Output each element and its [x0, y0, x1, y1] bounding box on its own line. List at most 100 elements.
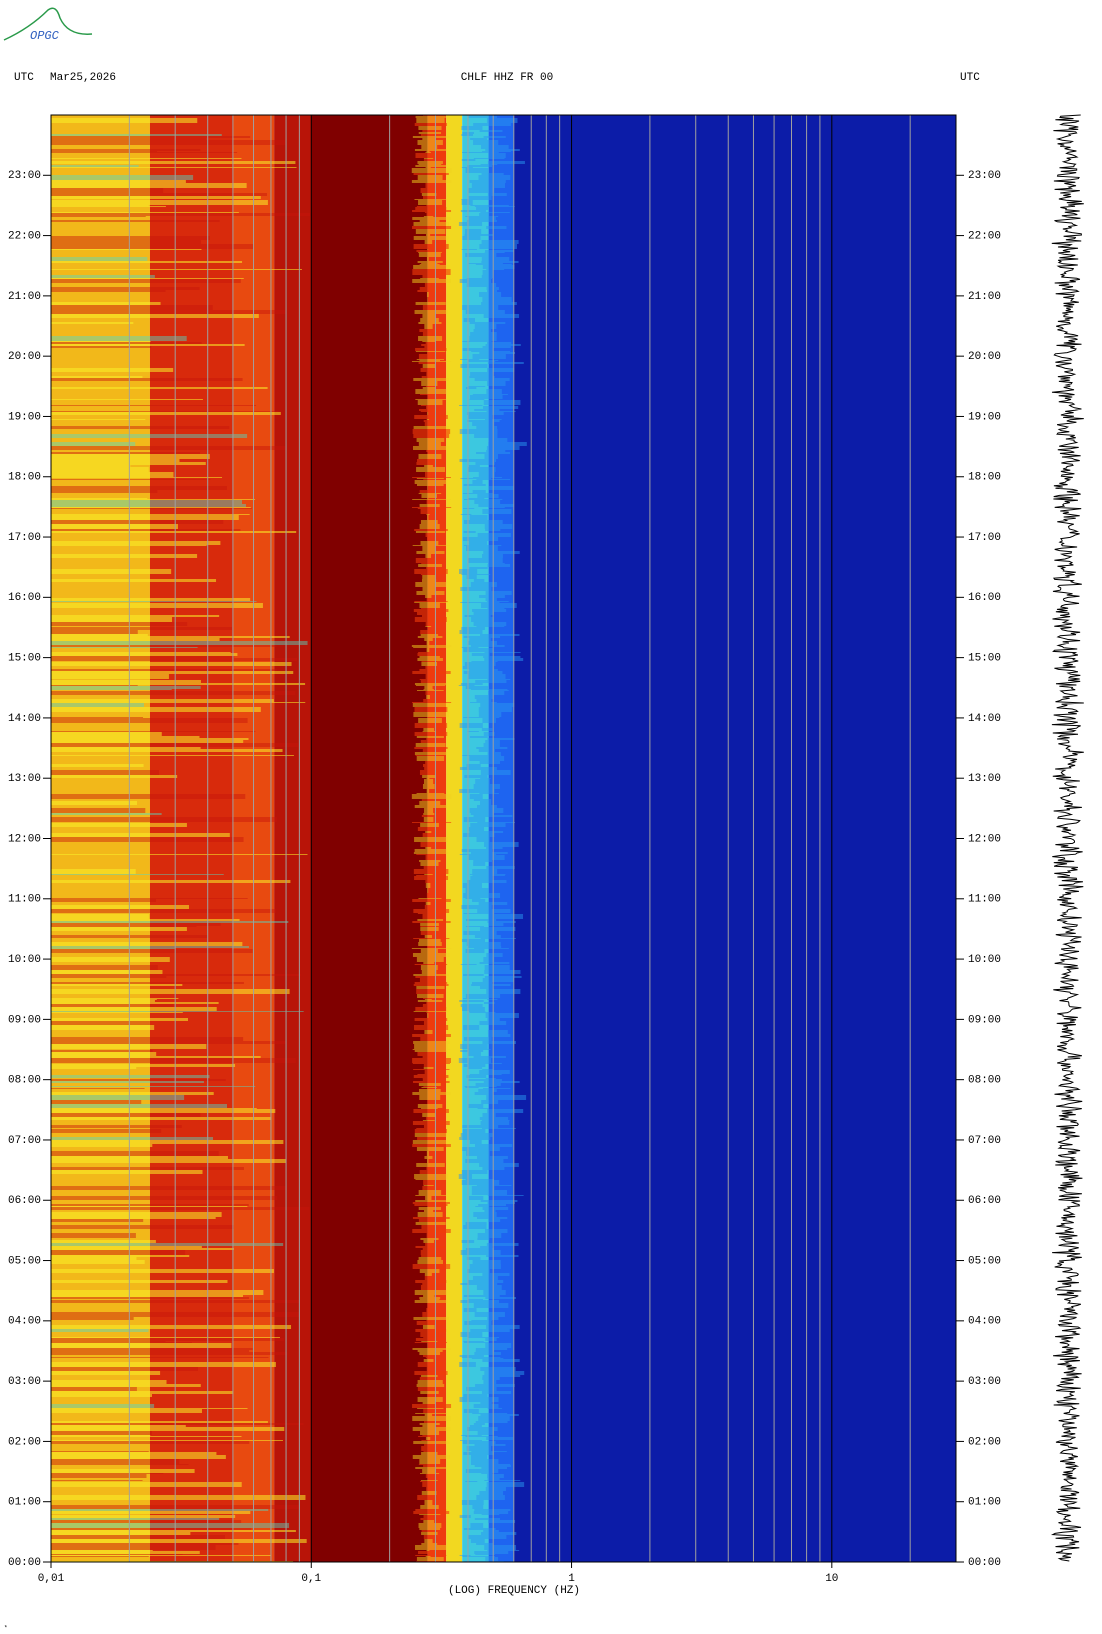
texture-edge [413, 1075, 449, 1078]
texture-edge [465, 888, 490, 893]
texture-band [51, 1338, 284, 1341]
texture-edge [427, 1394, 429, 1397]
texture-edge [419, 679, 440, 680]
texture-edge [418, 253, 441, 257]
texture-band [51, 813, 162, 815]
texture-band [51, 869, 136, 874]
texture-band [51, 921, 289, 923]
texture-band [51, 1464, 189, 1465]
texture-edge [472, 422, 495, 426]
texture-edge [420, 318, 439, 322]
texture-edge [422, 1469, 436, 1473]
texture-edge [473, 1423, 485, 1425]
texture-edge [413, 938, 450, 939]
texture-edge [468, 1299, 483, 1300]
texture-band [51, 336, 187, 341]
texture-band [51, 702, 306, 703]
texture-edge [425, 1556, 431, 1557]
texture-band [51, 837, 244, 842]
texture-edge [473, 1212, 497, 1217]
texture-edge [472, 982, 493, 984]
texture-band [51, 656, 235, 658]
texture-band [51, 1528, 252, 1530]
texture-edge [424, 638, 433, 641]
texture-edge [416, 118, 445, 123]
texture-edge [485, 740, 500, 743]
texture-edge [423, 962, 435, 964]
texture-band [51, 180, 186, 183]
texture-edge [460, 359, 480, 360]
texture-edge [461, 249, 477, 250]
texture-edge [467, 165, 493, 167]
date: Mar25,2026 [50, 72, 116, 84]
texture-band [51, 368, 174, 372]
texture-band [51, 898, 248, 899]
texture-edge [469, 336, 497, 341]
texture-edge [466, 942, 501, 946]
texture-band [51, 942, 243, 946]
texture-band [51, 1233, 136, 1238]
texture-edge [485, 1297, 516, 1299]
texture-edge [412, 1092, 451, 1095]
texture-edge [477, 1238, 490, 1240]
texture-edge [415, 1179, 446, 1180]
texture-band [51, 1423, 304, 1425]
texture-edge [415, 755, 446, 756]
texture-edge [482, 1377, 500, 1380]
texture-edge [412, 1229, 451, 1233]
texture-edge [426, 1358, 430, 1359]
texture-band [51, 1440, 283, 1441]
texture-edge [487, 564, 511, 567]
texture-edge [427, 352, 429, 354]
texture-edge [412, 1416, 451, 1421]
texture-edge [480, 770, 511, 775]
texture-edge [463, 1025, 480, 1030]
texture-edge [470, 1459, 499, 1464]
texture-edge [421, 381, 438, 386]
texture-band [51, 1081, 204, 1083]
texture-edge [484, 652, 521, 653]
texture-edge [480, 703, 515, 707]
texture-edge [487, 921, 516, 923]
texture-edge [461, 939, 485, 942]
texture-band [51, 1329, 149, 1332]
texture-edge [472, 875, 505, 876]
texture-edge [416, 793, 445, 794]
texture-edge [487, 1030, 508, 1034]
texture-edge [425, 883, 431, 888]
texture-edge [469, 736, 488, 738]
texture-edge [482, 1113, 496, 1117]
texture-edge [481, 151, 511, 152]
texture-edge [421, 344, 438, 346]
texture-edge [487, 1202, 515, 1204]
texture-band [51, 747, 201, 749]
texture-edge [462, 305, 499, 310]
texture-edge [462, 348, 494, 351]
texture-edge [417, 508, 443, 509]
texture-edge [482, 978, 514, 982]
texture-edge [481, 603, 517, 608]
footnote-mark: * [4, 1625, 8, 1632]
texture-edge [415, 685, 446, 686]
texture-edge [417, 1074, 443, 1075]
texture-edge [413, 869, 449, 874]
texture-edge [425, 167, 431, 168]
texture-edge [470, 852, 508, 854]
texture-edge [459, 1137, 491, 1140]
texture-edge [475, 1348, 508, 1350]
texture-band [51, 833, 230, 837]
texture-band [51, 1357, 269, 1358]
texture-edge [483, 314, 520, 318]
texture-edge [417, 1212, 443, 1217]
texture-edge [416, 1557, 444, 1561]
texture-band [51, 914, 149, 919]
texture-band [51, 919, 240, 921]
texture-edge [412, 1217, 450, 1219]
texture-edge [423, 1086, 435, 1087]
texture-edge [425, 674, 431, 679]
texture-edge [426, 1151, 429, 1156]
spectral-zone [311, 115, 428, 1562]
texture-band [51, 1341, 166, 1342]
texture-edge [484, 658, 524, 661]
texture-band [51, 662, 292, 666]
